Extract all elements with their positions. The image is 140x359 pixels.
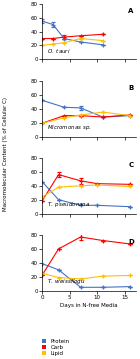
Text: $\it{T.\ pseudonana}$: $\it{T.\ pseudonana}$: [47, 200, 90, 209]
Text: $\it{T.\ weissflogu}$: $\it{T.\ weissflogu}$: [47, 277, 85, 286]
Text: Macromolecular Content (% of Cellular C): Macromolecular Content (% of Cellular C): [3, 97, 8, 211]
Text: D: D: [128, 239, 134, 246]
Text: B: B: [128, 85, 134, 91]
Legend: Protein, Carb, Lipid: Protein, Carb, Lipid: [42, 339, 70, 356]
Text: $\it{Micromonas\ sp.}$: $\it{Micromonas\ sp.}$: [47, 123, 91, 132]
X-axis label: Days in N-free Media: Days in N-free Media: [60, 303, 118, 308]
Text: $\it{O.\ tauri}$: $\it{O.\ tauri}$: [47, 47, 70, 55]
Text: A: A: [128, 8, 134, 14]
Text: C: C: [128, 162, 133, 168]
